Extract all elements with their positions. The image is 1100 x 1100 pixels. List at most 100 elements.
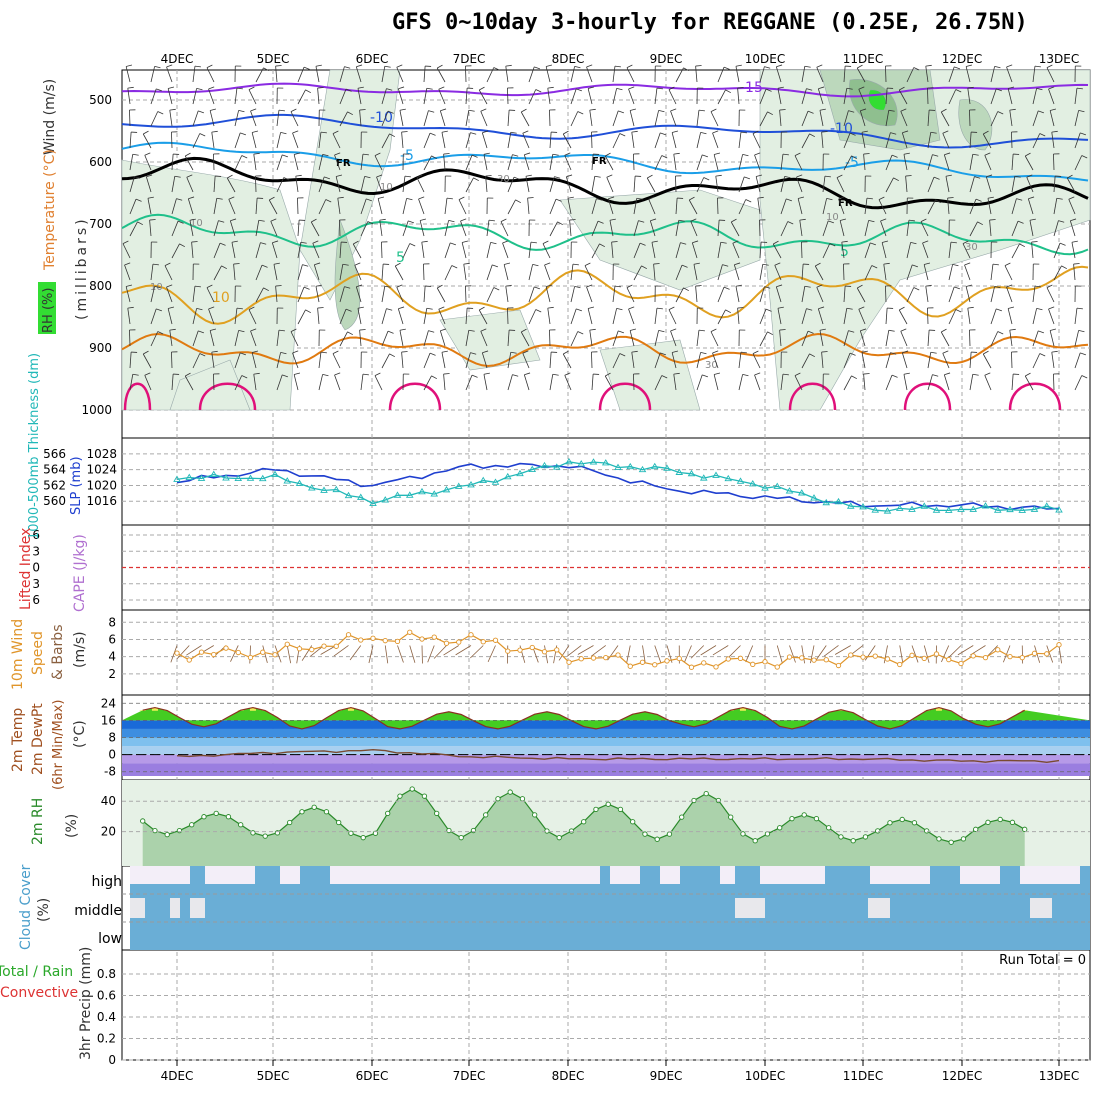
- barb-flag: [300, 241, 307, 244]
- barb-flag: [974, 176, 981, 179]
- barb-staff: [885, 352, 891, 369]
- wind-barb: [654, 155, 668, 171]
- thickness-ylabel: 1000-500mb Thickness (dm): [27, 353, 42, 540]
- barb-staff: [507, 352, 512, 369]
- wind-barb: [864, 242, 877, 259]
- wind-barb: [732, 240, 740, 259]
- barb-staff: [858, 89, 866, 105]
- wind10-barb: [409, 645, 416, 663]
- wind-barb: [864, 175, 872, 193]
- barb-staff: [885, 330, 890, 347]
- pressure-tick-label: 600: [89, 155, 112, 169]
- barb-flag: [347, 111, 353, 116]
- wind-barb: [480, 328, 488, 347]
- barb-staff: [673, 154, 677, 171]
- barb-staff: [885, 308, 888, 325]
- wind10-barb: [801, 645, 806, 664]
- barb-staff: [964, 264, 971, 281]
- barb-staff: [759, 309, 767, 325]
- barb-staff: [696, 110, 700, 127]
- wind-barb: [675, 219, 685, 237]
- barb-staff: [925, 286, 929, 303]
- wind-barb: [483, 372, 490, 391]
- barb-staff: [150, 88, 157, 105]
- wind-barb: [712, 130, 719, 149]
- barb-flag: [650, 218, 657, 222]
- barb-staff: [611, 242, 614, 259]
- barb-flag: [567, 196, 574, 199]
- barb-staff: [483, 154, 488, 171]
- wind10-barb: [176, 645, 190, 660]
- wind-barb: [444, 220, 455, 237]
- li-tick-label: 6: [32, 593, 40, 607]
- wind-barb: [486, 197, 494, 215]
- barb-staff: [864, 220, 869, 237]
- barb-flag: [1034, 65, 1041, 68]
- barb-staff: [129, 154, 134, 171]
- barb-staff: [251, 132, 257, 149]
- barb-staff: [129, 109, 131, 127]
- wind-barb: [436, 284, 446, 303]
- barb-staff: [396, 287, 404, 303]
- wind-barb: [486, 264, 499, 281]
- barb-flag: [767, 331, 773, 336]
- barb-flag: [524, 152, 531, 156]
- barb-flag: [924, 262, 931, 265]
- barb-staff: [654, 375, 663, 391]
- barb-staff: [607, 198, 614, 215]
- wind-barb: [234, 65, 242, 83]
- top-day-label: 5DEC: [257, 52, 290, 66]
- wind-barb: [653, 263, 660, 281]
- barb-staff: [780, 176, 785, 193]
- wind10-barb: [626, 645, 631, 664]
- barb-flag: [426, 87, 433, 90]
- barb-flag: [619, 133, 626, 137]
- barb-staff: [710, 111, 719, 127]
- rh2-line-point: [507, 789, 513, 795]
- barb-flag: [1056, 197, 1063, 200]
- barb-staff: [465, 308, 468, 325]
- wind-barb: [192, 330, 205, 347]
- barb-staff: [587, 308, 593, 325]
- barb-flag: [693, 262, 700, 265]
- dewpoint-line: [176, 748, 1060, 764]
- barb-staff: [436, 67, 446, 83]
- barb-staff: [717, 309, 726, 325]
- wind10-ylabel4: (m/s): [72, 631, 88, 668]
- wind-barb: [675, 197, 684, 215]
- barb-staff: [1032, 353, 1041, 369]
- barb-staff: [339, 286, 345, 303]
- barb-flag: [437, 64, 443, 69]
- pressure-tick-label: 500: [89, 93, 112, 107]
- wind-barb: [465, 329, 475, 347]
- barb-staff: [779, 110, 782, 127]
- barb-flag: [849, 132, 856, 136]
- thickness-line-point: [381, 496, 390, 503]
- wind-barb: [612, 285, 621, 303]
- barb-staff: [150, 286, 155, 303]
- barb-flag: [942, 130, 949, 134]
- temperature-contour-20: [598, 382, 652, 411]
- wind-barb: [374, 152, 383, 171]
- barb-staff: [693, 264, 698, 281]
- rh2-line-point: [630, 819, 636, 825]
- wind-barb: [507, 374, 519, 391]
- wind-barb: [192, 110, 205, 127]
- barb-staff: [816, 287, 824, 303]
- wind-barb: [822, 220, 835, 237]
- barb-flag: [250, 108, 257, 112]
- wind-barb: [801, 263, 810, 281]
- barb-staff: [423, 66, 426, 83]
- wind-barb: [633, 175, 642, 193]
- wind-barb: [318, 109, 326, 127]
- barb-flag: [185, 372, 191, 377]
- barb-staff: [402, 220, 409, 237]
- barb-staff: [443, 154, 446, 171]
- contour-label: FR: [838, 198, 853, 209]
- barb-flag: [668, 306, 675, 310]
- barb-staff: [444, 265, 453, 281]
- wind10-barb: [700, 645, 717, 656]
- barb-flag: [796, 174, 803, 178]
- wind-barb: [481, 130, 489, 149]
- barb-flag: [1016, 198, 1023, 201]
